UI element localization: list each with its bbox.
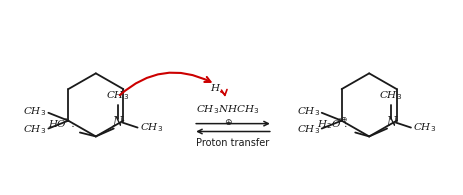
Text: CH$_3$: CH$_3$ bbox=[379, 89, 402, 102]
Text: ⊕: ⊕ bbox=[339, 115, 346, 124]
Text: ··: ·· bbox=[336, 115, 341, 124]
Text: CH$_3$: CH$_3$ bbox=[296, 105, 319, 118]
Text: H: H bbox=[210, 84, 219, 93]
Text: HO: HO bbox=[49, 120, 66, 129]
Text: ··: ·· bbox=[63, 115, 67, 124]
Text: CH$_3$: CH$_3$ bbox=[412, 121, 435, 134]
Text: CH$_3$: CH$_3$ bbox=[23, 123, 46, 136]
Text: ⊕: ⊕ bbox=[224, 118, 232, 127]
Text: CH$_3$: CH$_3$ bbox=[139, 121, 163, 134]
Text: CH$_3$: CH$_3$ bbox=[106, 89, 129, 102]
Text: :: : bbox=[68, 120, 75, 129]
Text: :: : bbox=[344, 120, 347, 129]
Text: H$_2$O: H$_2$O bbox=[316, 118, 341, 131]
Text: CH$_3$: CH$_3$ bbox=[296, 123, 319, 136]
Text: CH$_3$: CH$_3$ bbox=[23, 105, 46, 118]
Text: N: N bbox=[385, 116, 395, 129]
Text: N: N bbox=[113, 116, 123, 129]
Text: Proton transfer: Proton transfer bbox=[196, 138, 269, 148]
Text: CH$_3$NHCH$_3$: CH$_3$NHCH$_3$ bbox=[196, 103, 259, 116]
